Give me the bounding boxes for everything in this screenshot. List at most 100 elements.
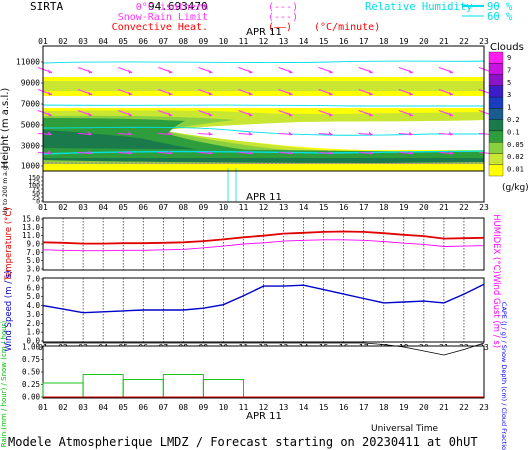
value-tick-label: 15.0 <box>22 215 41 224</box>
humidex-axis-label: HUMIDEX (°C) <box>491 214 501 274</box>
wind-arrow-head <box>368 69 373 74</box>
wind-arrow-head <box>168 150 173 155</box>
wind-arrows <box>37 67 494 155</box>
hour-tick-label: 09 <box>199 37 209 46</box>
date-label-mid: APR 11 <box>246 192 282 203</box>
temperature-panel: 15.013.011.09.07.05.03.0 Temperature (°C… <box>4 207 501 281</box>
colorbar-tick-label: 0.2 <box>507 116 520 124</box>
wind-y-ticks: 7.06.05.04.03.02.01.00.0 <box>26 275 43 346</box>
wind-arrow-head <box>128 131 133 136</box>
hour-tick-label: 19 <box>399 403 409 412</box>
hour-tick-label: 21 <box>439 203 449 212</box>
wind-arrow-head <box>128 91 133 96</box>
hour-tick-label: 14 <box>299 403 309 412</box>
wind-arrow-head <box>448 91 453 96</box>
wind-arrow-head <box>128 150 133 155</box>
wind-arrow-head <box>248 69 253 74</box>
rh-contour-90 <box>42 126 484 136</box>
wind-arrow-head <box>288 112 293 117</box>
height-tick-label: 25 <box>32 194 40 202</box>
temperature-grid <box>62 218 465 270</box>
agl-zone <box>43 171 484 202</box>
legend-label: Snow-Rain Limit <box>118 12 208 23</box>
cloud-band-surface <box>43 164 484 171</box>
value-tick-label: 0.50 <box>22 368 41 377</box>
hour-tick-label: 06 <box>138 203 148 212</box>
value-tick-label: 1.00 <box>22 343 41 352</box>
height-tick-label: 125 <box>28 178 40 186</box>
colorbar-swatch <box>488 142 504 154</box>
value-tick-label: 2.0 <box>26 319 40 328</box>
temperature-y-ticks: 15.013.011.09.07.05.03.0 <box>22 215 43 274</box>
value-tick-label: 1.0 <box>26 328 40 337</box>
colorbar-swatch <box>488 74 504 86</box>
legend-label: Convective Heat. <box>112 22 208 33</box>
wind-arrow-head <box>248 91 253 96</box>
legend-sample: (---) <box>268 12 298 23</box>
hour-tick-label: 23 <box>479 37 489 46</box>
hour-tick-label: 19 <box>399 203 409 212</box>
value-tick-label: 9.0 <box>26 240 40 249</box>
hour-tick-label: 16 <box>339 203 349 212</box>
wind-arrow-head <box>288 150 293 155</box>
wind-arrow-head <box>328 150 333 155</box>
colorbar-tick-label: 0.01 <box>507 166 524 174</box>
height-tick-label: 0 <box>36 198 40 206</box>
rh-legend-label: Relative Humidity <box>365 1 472 13</box>
value-tick-label: 5.0 <box>26 292 40 301</box>
hour-tick-label: 17 <box>359 403 369 412</box>
clouds-y-ticks: 11000 9000 7000 5000 3000 1000 150125100755025… <box>16 58 43 206</box>
hour-tick-label: 18 <box>379 203 389 212</box>
wind-arrow-head <box>448 150 453 155</box>
cloud-band-upper-inner <box>43 81 484 91</box>
hour-tick-label: 08 <box>178 403 188 412</box>
temperature-axis-label: Temperature (°C) <box>4 207 14 281</box>
height-tick-label: 1000 <box>21 162 40 171</box>
hour-tick-label: 23 <box>479 403 489 412</box>
wind-arrow-head <box>88 150 93 155</box>
colorbar-tick-label: 0.1 <box>507 128 520 136</box>
wind-arrow-head <box>448 69 453 74</box>
wind-arrow-head <box>248 112 253 117</box>
wind-arrow-head <box>248 131 253 136</box>
wind-arrow-head <box>328 112 333 117</box>
wind-arrow-head <box>408 112 413 117</box>
colorbar-swatch <box>488 108 504 120</box>
hour-tick-label: 18 <box>379 403 389 412</box>
hour-tick-label: 02 <box>58 403 68 412</box>
hour-tick-label: 04 <box>98 403 108 412</box>
cape-axis-label: CAPE (J / g) / Snow Depth (cm) / Cloud F… <box>500 302 508 450</box>
wind-speed-series <box>42 283 485 314</box>
hour-tick-label: 12 <box>259 37 269 46</box>
hour-tick-label: 08 <box>178 203 188 212</box>
legend-label: 0°C isotherm <box>136 2 208 13</box>
wind-arrow-head <box>248 150 253 155</box>
height-tick-label: 7000 <box>21 100 40 109</box>
colorbar-tick-label: 0.02 <box>507 153 524 161</box>
value-tick-label: 7.0 <box>26 248 40 257</box>
value-tick-label: 7.0 <box>26 275 40 284</box>
date-label-bottom: APR 11 <box>246 411 282 422</box>
wind-arrow-head <box>168 131 173 136</box>
hour-tick-label: 22 <box>459 37 469 46</box>
hour-tick-label: 20 <box>419 37 429 46</box>
wind-arrow-head <box>88 112 93 117</box>
height-tick-label: 9000 <box>21 79 40 88</box>
wind-arrow-head <box>208 150 213 155</box>
legend-sample: (---) <box>268 2 298 13</box>
wind-frame <box>42 277 485 343</box>
height-tick-label: 11000 <box>16 58 40 67</box>
rh-contour-60 <box>42 104 484 107</box>
hour-tick-label: 05 <box>118 37 128 46</box>
wind-arrow-head <box>48 150 52 155</box>
height-tick-label: 5000 <box>21 121 40 130</box>
value-tick-label: 3.0 <box>26 265 40 274</box>
hour-tick-label: 01 <box>38 37 48 46</box>
wind-arrow-head <box>368 91 373 96</box>
wind-arrow-head <box>88 91 93 96</box>
wind-speed-axis-label: Wind Speed (m / s) <box>4 270 14 351</box>
hour-tick-label: 06 <box>138 37 148 46</box>
wind-arrow-head <box>368 131 373 136</box>
wind-arrow-head <box>328 69 333 74</box>
